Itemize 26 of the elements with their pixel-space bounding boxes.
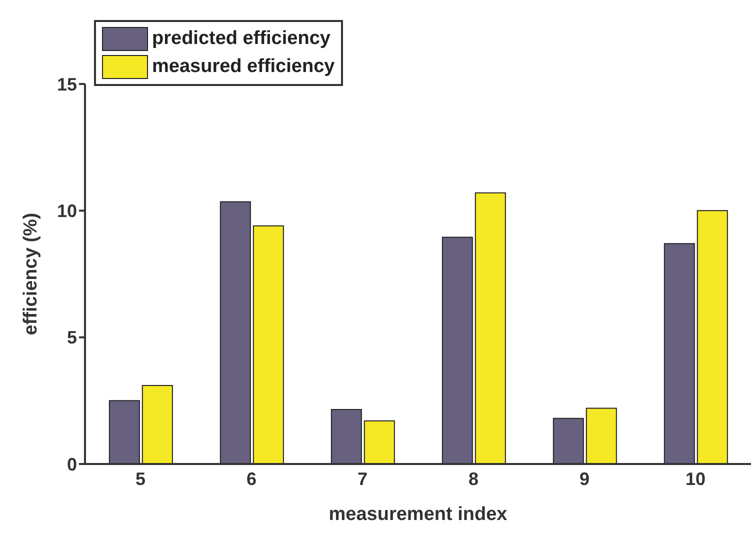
- x-tick-label: 6: [246, 468, 257, 489]
- bar: [474, 192, 506, 464]
- y-axis-title: efficiency (%): [20, 212, 42, 336]
- bar: [142, 384, 173, 464]
- bar: [696, 210, 728, 464]
- bar: [330, 409, 362, 464]
- bar: [442, 236, 473, 464]
- x-tick-label: 10: [685, 468, 706, 489]
- bar: [586, 408, 617, 464]
- x-tick-label: 5: [135, 468, 146, 489]
- y-tick-label: 15: [56, 74, 77, 94]
- bar: [664, 243, 695, 464]
- y-tick-label: 10: [56, 201, 77, 222]
- x-tick-label: 9: [579, 468, 590, 489]
- bar: [108, 400, 140, 464]
- bar: [364, 420, 395, 464]
- y-tick-label: 0: [66, 454, 77, 474]
- legend-label: measured efficiency: [152, 56, 335, 78]
- x-axis-title: measurement index: [328, 504, 508, 525]
- bar: [552, 418, 584, 464]
- bar: [220, 201, 251, 464]
- bar: [252, 225, 284, 464]
- x-tick-label: 8: [468, 468, 479, 489]
- y-tick-label: 5: [66, 328, 77, 348]
- x-tick-label: 7: [357, 468, 368, 489]
- legend-label: predicted efficiency: [152, 28, 330, 50]
